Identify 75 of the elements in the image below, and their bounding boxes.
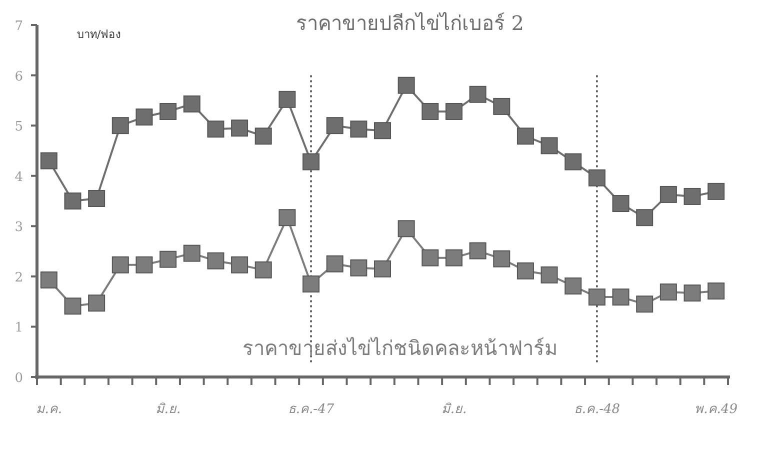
point: [374, 260, 391, 278]
point: [160, 250, 177, 268]
point: [684, 284, 701, 302]
point: [231, 256, 248, 274]
point: [136, 108, 153, 126]
point: [588, 288, 606, 306]
point: [422, 249, 439, 266]
text: ราคาขายปลีกไข่ไก่เบอร์ 2: [296, 11, 524, 35]
y-tick-label: 6: [14, 69, 23, 84]
point: [636, 296, 654, 313]
point: [207, 120, 224, 138]
point: [207, 252, 224, 270]
point: [326, 255, 344, 272]
point: [112, 256, 129, 274]
point: [183, 244, 200, 262]
point: [564, 153, 582, 170]
point: [160, 102, 177, 120]
point: [398, 76, 415, 94]
point: [88, 190, 106, 207]
point: [708, 182, 725, 200]
point: [254, 128, 272, 145]
y-tick-label: 7: [14, 19, 23, 34]
point: [636, 209, 654, 226]
point: [64, 298, 82, 315]
y-tick-label: 0: [14, 371, 23, 386]
point: [588, 169, 606, 186]
point: [493, 250, 510, 268]
point: [350, 259, 368, 276]
y-tick-label: 1: [14, 320, 23, 336]
point: [350, 120, 368, 138]
y-tick-label: 5: [14, 120, 23, 135]
point: [40, 152, 58, 170]
point: [112, 117, 129, 134]
point: [540, 137, 558, 154]
point: [708, 282, 725, 300]
x-tick-label: มิ.ย.: [155, 402, 181, 417]
point: [612, 195, 630, 212]
x-tick-label: ธ.ค.-48: [574, 402, 620, 417]
y-tick-label: 4: [14, 170, 23, 185]
point: [302, 275, 320, 292]
point: [516, 128, 534, 145]
point: [660, 186, 677, 203]
point: [278, 209, 296, 226]
point: [612, 288, 630, 306]
point: [469, 86, 486, 103]
text: ราคาขายส่งไข่ไก่ชนิดคละหน้าฟาร์ม: [242, 336, 558, 360]
point: [40, 271, 58, 288]
point: [302, 153, 320, 170]
point: [326, 117, 344, 134]
point: [469, 242, 486, 260]
point: [660, 284, 677, 301]
point: [278, 90, 296, 108]
point: [516, 262, 534, 280]
x-tick-label: มิ.ย.: [441, 402, 467, 417]
y-tick-label: 3: [14, 220, 23, 236]
point: [183, 95, 200, 112]
point: [254, 261, 272, 278]
point: [374, 122, 391, 140]
x-tick-label: พ.ค.49: [694, 402, 738, 417]
y-tick-label: 2: [14, 270, 23, 286]
point: [136, 256, 153, 274]
point: [540, 266, 558, 284]
point: [445, 102, 462, 120]
point: [422, 102, 439, 120]
y-axis-title: บาท/ฟอง: [77, 28, 121, 41]
point: [493, 98, 510, 115]
point: [445, 249, 462, 266]
x-tick-label: ม.ค.: [36, 402, 62, 417]
point: [64, 192, 82, 210]
point: [564, 277, 582, 294]
point: [231, 120, 248, 137]
point: [88, 294, 106, 312]
point: [398, 220, 415, 238]
x-tick-label: ธ.ค.-47: [288, 402, 335, 417]
point: [684, 188, 701, 205]
